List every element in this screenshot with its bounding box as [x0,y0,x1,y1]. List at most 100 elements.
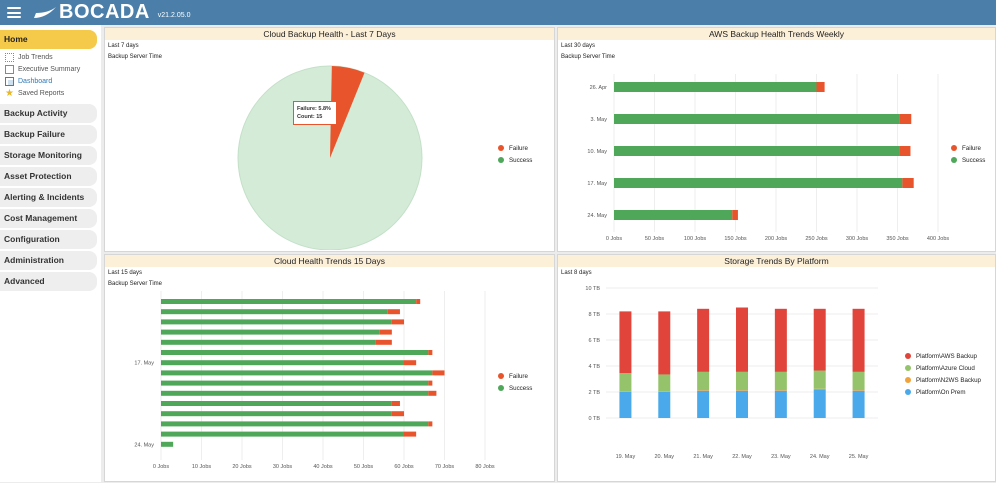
nav-backup-failure[interactable]: Backup Failure [0,125,97,144]
bar-failure[interactable] [816,82,825,92]
bar-failure[interactable] [404,431,417,437]
sub-job-trends[interactable]: Job Trends [0,51,101,63]
nav-alerting-incidents[interactable]: Alerting & Incidents [0,188,97,207]
bar-segment[interactable] [736,390,748,418]
bar-success[interactable] [161,421,429,427]
bar-failure[interactable] [391,319,404,325]
bar-success[interactable] [614,178,903,188]
bar-failure[interactable] [379,329,392,335]
bar-segment[interactable] [774,390,787,391]
bar-failure[interactable] [732,210,738,220]
legend-item-n2ws[interactable]: Platform\N2WS Backup [905,374,981,386]
bar-segment[interactable] [852,371,865,391]
storage-trends-chart[interactable]: 0 TB 2 TB 4 TB 6 TB 8 TB 10 TB 19. May 20. May 2… [558,255,996,483]
bar-success[interactable] [161,360,404,366]
bar-segment[interactable] [736,307,748,372]
bar-segment[interactable] [736,371,748,391]
bar-success[interactable] [161,390,429,396]
bar-segment[interactable] [697,390,710,391]
bar-segment[interactable] [697,390,710,418]
nav-storage-monitoring[interactable]: Storage Monitoring [0,146,97,165]
legend-item-aws[interactable]: Platform\AWS Backup [905,350,981,362]
bar-success[interactable] [614,146,900,156]
bar-segment[interactable] [852,308,865,372]
bar-failure[interactable] [899,146,911,156]
legend-item-success[interactable]: Success [498,382,532,394]
bar-failure[interactable] [428,380,433,386]
cloud-15-days-chart[interactable]: 0 Jobs 10 Jobs 20 Jobs 30 Jobs 40 Jobs 50 Job… [105,255,556,483]
bar-success[interactable] [161,411,392,417]
legend-item-azure[interactable]: Platform\Azure Cloud [905,362,981,374]
nav-cost-management[interactable]: Cost Management [0,209,97,228]
bar-failure[interactable] [387,309,400,315]
bar-failure[interactable] [391,411,404,417]
bar-segment[interactable] [619,392,632,418]
bar-success[interactable] [161,401,392,406]
bar-segment[interactable] [619,373,632,392]
bar-segment[interactable] [619,311,632,374]
sub-saved-reports[interactable]: ★ Saved Reports [0,87,101,99]
legend-item-success[interactable]: Success [951,154,985,166]
bar-segment[interactable] [697,371,710,391]
bar-failure[interactable] [899,114,912,124]
bar-failure[interactable] [404,360,417,366]
bar-failure[interactable] [432,370,445,376]
legend-item-success[interactable]: Success [498,154,532,166]
bar-success[interactable] [614,114,900,124]
bar-failure[interactable] [428,421,433,427]
bar-segment[interactable] [813,388,826,390]
bar-failure[interactable] [902,178,914,188]
bar-success[interactable] [161,309,388,315]
bar-success[interactable] [161,431,404,437]
bar-failure[interactable] [428,390,437,396]
bar-segment[interactable] [619,391,632,392]
bar-success[interactable] [614,82,817,92]
legend-item-onprem[interactable]: Platform\On Prem [905,386,981,398]
legend-item-failure[interactable]: Failure [498,142,532,154]
bar-segment[interactable] [813,370,826,389]
bar-success[interactable] [614,210,733,220]
pie-slice-failure[interactable] [330,66,365,158]
nav-home[interactable]: Home [0,30,97,49]
nav-asset-protection[interactable]: Asset Protection [0,167,97,186]
nav-backup-activity[interactable]: Backup Activity [0,104,97,123]
bar-success[interactable] [161,441,174,447]
bar-segment[interactable] [774,371,787,391]
bar-success[interactable] [161,350,429,355]
brand-logo[interactable]: BOCADA [33,1,150,24]
y-tick-label: 10. May [587,149,607,155]
bar-segment[interactable] [658,391,671,392]
legend-item-failure[interactable]: Failure [951,142,985,154]
bar-segment[interactable] [852,390,865,418]
bar-failure[interactable] [428,350,433,355]
menu-icon[interactable] [7,7,21,18]
nav-advanced[interactable]: Advanced [0,272,97,291]
bar-segment[interactable] [658,392,671,418]
x-tick-label: 30 Jobs [273,464,293,470]
nav-administration[interactable]: Administration [0,251,97,270]
bar-success[interactable] [161,329,380,335]
bar-segment[interactable] [813,308,826,371]
bar-segment[interactable] [774,390,787,418]
legend-item-failure[interactable]: Failure [498,370,532,382]
aws-weekly-chart[interactable]: 0 Jobs 50 Jobs 100 Jobs 150 Jobs 200 Jobs 250… [558,28,996,253]
bar-segment[interactable] [813,389,826,418]
bar-success[interactable] [161,299,417,304]
pie-chart[interactable] [105,40,556,250]
sub-dashboard[interactable]: Dashboard [0,75,101,87]
bar-failure[interactable] [391,401,400,406]
nav-configuration[interactable]: Configuration [0,230,97,249]
bar-success[interactable] [161,339,376,345]
bar-segment[interactable] [658,311,671,375]
bar-segment[interactable] [736,390,748,391]
bar-success[interactable] [161,319,392,325]
bar-segment[interactable] [852,390,865,391]
bar-success[interactable] [161,380,429,386]
bar-success[interactable] [161,370,433,376]
bar-segment[interactable] [697,308,710,372]
bar-failure[interactable] [375,339,392,345]
sub-executive-summary[interactable]: Executive Summary [0,63,101,75]
bar-segment[interactable] [658,374,671,392]
bar-segment[interactable] [774,308,787,372]
bar-failure[interactable] [416,299,421,304]
